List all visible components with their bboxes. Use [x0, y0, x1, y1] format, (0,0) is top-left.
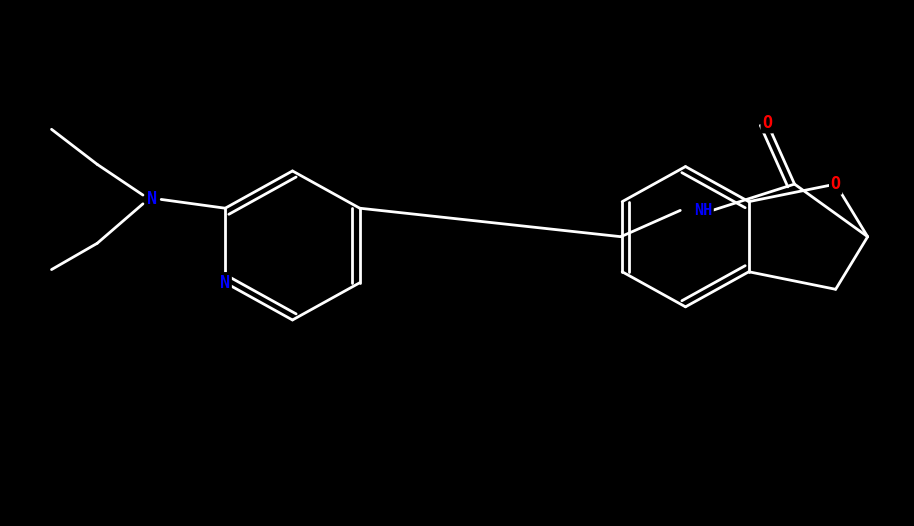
- Text: N: N: [147, 190, 157, 208]
- Text: O: O: [831, 175, 841, 193]
- Text: NH: NH: [694, 203, 712, 218]
- Text: O: O: [762, 114, 772, 132]
- Text: N: N: [220, 274, 230, 292]
